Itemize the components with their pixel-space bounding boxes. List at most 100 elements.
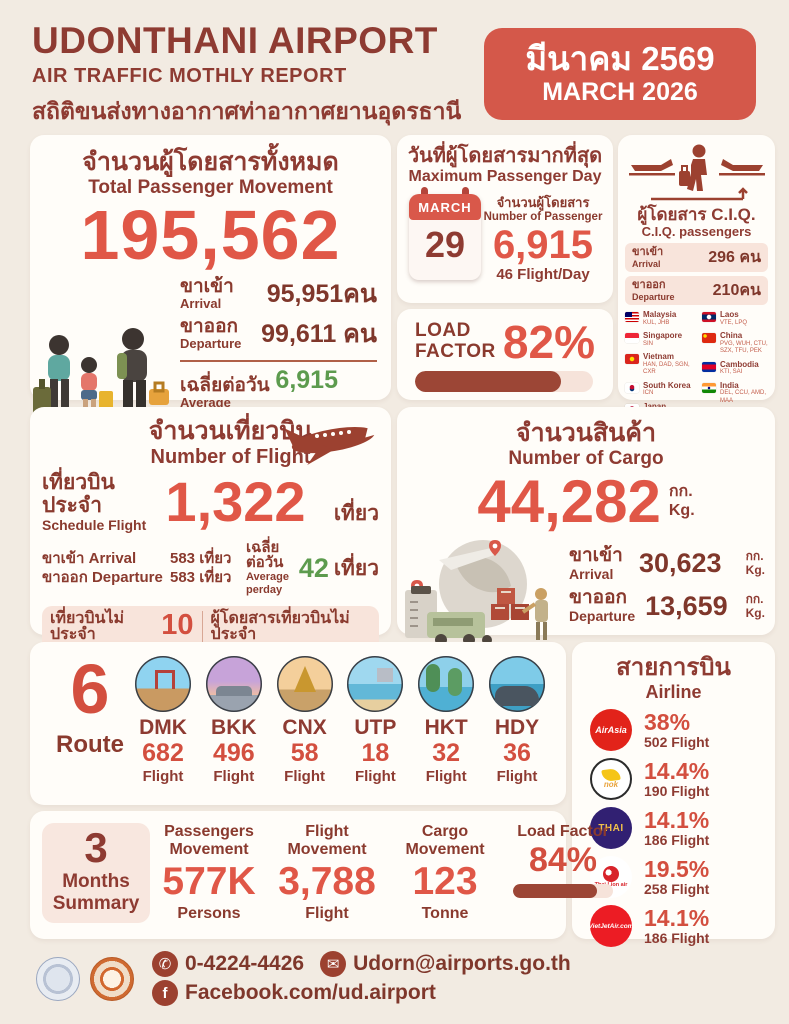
flight-average-unit: เที่ยว: [333, 557, 379, 581]
flight-arrival-row: ขาเข้า Arrival 583 เที่ยว: [42, 550, 242, 569]
lion-head-shape: [603, 865, 619, 882]
summary-stat-value: 123: [412, 859, 478, 903]
load-factor-value: 82%: [502, 316, 595, 368]
summary-load-factor-bar: [513, 884, 613, 899]
summary-stat-unit: Tonne: [421, 904, 469, 922]
nonschedule-title-th: เที่ยวบินไม่ประจำ: [50, 609, 125, 644]
ciq-departure-row: ขาออก Departure 210คน: [625, 276, 768, 306]
airline-logo-text: nok: [603, 780, 619, 790]
route-unit: Flight: [425, 767, 467, 785]
ciq-arrival-value: 296 คน: [708, 249, 761, 267]
country-item: Laos VTE, LPQ: [702, 311, 775, 327]
max-day-passengers-value: 6,915: [492, 223, 594, 268]
cargo-arrival-unit-th: กก.: [745, 549, 764, 564]
calendar-day: 29: [424, 224, 466, 266]
route-unit: Flight: [142, 767, 184, 785]
schedule-flight-label-en: Schedule Flight: [42, 516, 147, 533]
schedule-flight-label-th: เที่ยวบินประจำ: [42, 470, 115, 517]
summary-stat-label: Cargo Movement: [405, 823, 485, 859]
airline-flights: 258 Flight: [644, 881, 710, 898]
thai-airways-logo-icon: THAI: [590, 807, 632, 850]
country-name: Japan: [643, 402, 698, 412]
summary-stat-value: 577K: [162, 859, 256, 903]
cargo-departure-unit-th: กก.: [745, 591, 764, 606]
facebook-page[interactable]: Facebook.com/ud.airport: [185, 981, 436, 1004]
cargo-logistics-icon: [405, 539, 548, 646]
country-codes: DEL, CCU, AMD, MAA: [720, 390, 767, 404]
ciq-arrival-label-th: ขาเข้า: [632, 246, 664, 259]
country-name: South Korea: [643, 380, 691, 390]
summary-stat-unit: Flight: [305, 904, 349, 922]
max-day-passengers-label-en: Number of Passenger: [483, 210, 603, 223]
calendar-icon: MARCH 29: [409, 187, 481, 281]
airline-percent: 19.5%: [644, 856, 710, 883]
ciq-title-en: C.I.Q. passengers: [641, 223, 752, 239]
route-unit: Flight: [213, 767, 255, 785]
route-item: BKK 496 Flight: [199, 656, 269, 805]
india-flag-icon: [702, 382, 716, 393]
airport-department-seal-icon: [90, 956, 134, 1001]
departure-label-th: ขาออก: [180, 315, 238, 337]
route-flights: 682: [142, 739, 184, 767]
arrival-label-en: Arrival: [180, 295, 222, 311]
country-codes: HAN, DAD, SGN, CXR: [643, 362, 690, 376]
country-codes: KTI, SAI: [720, 369, 743, 376]
load-factor-bar: [415, 371, 593, 392]
page-title: UDONTHANI AIRPORT: [32, 20, 438, 61]
summary-months: 3: [84, 824, 108, 871]
period-thai: มีนาคม 2569: [525, 39, 715, 77]
route-count-label: Route: [56, 730, 124, 758]
airline-logo-text: Thai Lion air: [594, 881, 628, 888]
route-flights: 32: [432, 739, 461, 767]
schedule-flight-unit: เที่ยว: [333, 501, 379, 525]
country-item: Vietnam HAN, DAD, SGN, CXR: [625, 353, 698, 376]
page-subtitle-thai: สถิติขนส่งทางอากาศท่าอากาศยานอุดรธานี: [32, 97, 462, 124]
summary-load-factor-label: Load Factor: [517, 823, 609, 840]
hkt-city-icon: [418, 656, 475, 712]
country-name: Malaysia: [643, 310, 677, 320]
average-label-th: เฉลี่ยต่อวัน: [180, 374, 270, 396]
country-name: Laos: [720, 310, 739, 320]
nonschedule-total: 10: [161, 608, 194, 641]
ciq-panel: ผู้โดยสาร C.I.Q. C.I.Q. passengers ขาเข้…: [618, 135, 775, 446]
airline-row: AirAsia 38% 502 Flight: [590, 709, 775, 752]
email-address[interactable]: Udorn@airports.go.th: [353, 952, 571, 975]
country-codes: PVG, WUH, CTU, SZX, TFU, PEK: [720, 341, 768, 355]
airline-flights: 186 Flight: [644, 832, 710, 849]
route-code: CNX: [282, 716, 327, 739]
summary-load-factor: Load Factor 84%: [504, 823, 622, 939]
airlines-title-en: Airline: [645, 681, 702, 702]
max-day-title-th: วันที่ผู้โดยสารมากที่สุด: [407, 145, 603, 167]
routes-panel: 6 Route DMK 682 Flight BKK 496 Flight CN…: [30, 642, 566, 805]
cargo-title-en: Number of Cargo: [508, 447, 664, 469]
flight-departure-value: 583 เที่ยว: [170, 568, 232, 586]
cargo-title-th: จำนวนสินค้า: [515, 419, 656, 447]
singapore-flag-icon: [625, 333, 639, 344]
cargo-arrival-row: ขาเข้า Arrival 30,623 กก. Kg.: [569, 545, 765, 583]
vietnam-flag-icon: [625, 354, 639, 365]
airasia-logo-icon: AirAsia: [590, 709, 632, 752]
load-factor-panel: LOAD FACTOR 82%: [397, 309, 613, 400]
ciq-title-th: ผู้โดยสาร C.I.Q.: [637, 205, 756, 224]
header: UDONTHANI AIRPORT AIR TRAFFIC MOTHLY REP…: [32, 20, 472, 130]
total-passengers-value: 195,562: [80, 195, 341, 274]
departure-label-en: Departure: [180, 335, 242, 351]
ciq-departure-value: 210คน: [712, 282, 761, 300]
airline-row: Thai Lion air 19.5% 258 Flight: [590, 856, 775, 899]
cnx-city-icon: [276, 656, 333, 712]
airlines-title-th: สายการบิน: [616, 654, 731, 681]
country-name: Vietnam: [643, 352, 674, 362]
total-passengers-title-en: Total Passenger Movement: [88, 176, 333, 198]
ciq-passenger-icon: [628, 144, 765, 201]
cargo-arrival-value: 30,623: [638, 548, 722, 579]
calendar-month: MARCH: [409, 194, 481, 221]
phone-icon: ✆: [152, 951, 178, 977]
airline-row: nok 14.4% 190 Flight: [590, 758, 775, 801]
ciq-departure-label-en: Departure: [632, 291, 675, 302]
route-code: HDY: [494, 716, 540, 739]
load-factor-label: LOAD FACTOR: [415, 320, 496, 362]
route-unit: Flight: [284, 767, 325, 785]
country-item: South Korea ICN: [625, 380, 698, 398]
country-item: Cambodia KTI, SAI: [702, 360, 775, 377]
phone-number: 0-4224-4426: [185, 952, 305, 975]
